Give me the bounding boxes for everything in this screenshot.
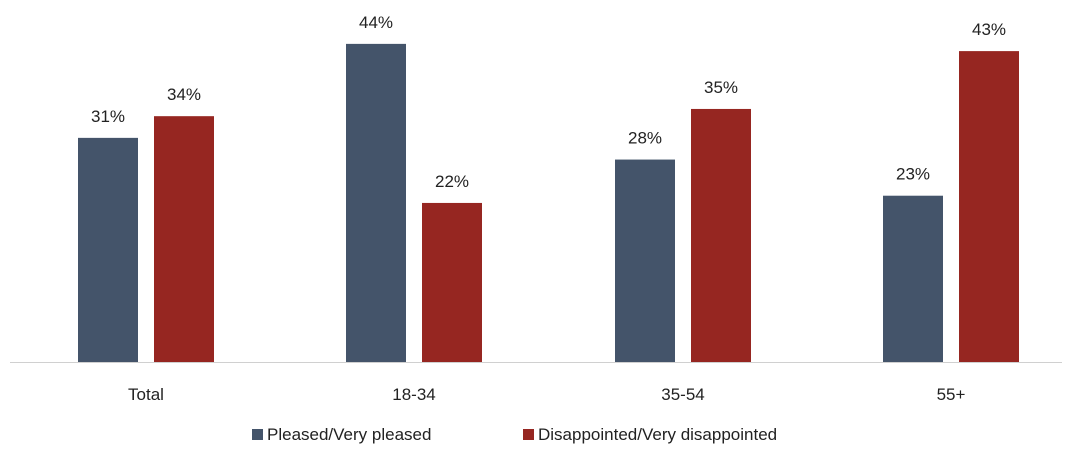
bar-pleased-0 — [78, 137, 138, 362]
data-label-pleased-1: 44% — [359, 13, 393, 32]
legend: Pleased/Very pleased Disappointed/Very di… — [252, 425, 777, 444]
x-tick-label-2: 35-54 — [661, 385, 704, 404]
data-label-disappointed-2: 35% — [704, 78, 738, 97]
bar-pleased-1 — [346, 43, 406, 362]
bars-layer — [78, 43, 1019, 363]
bar-pleased-3 — [883, 195, 943, 362]
bar-disappointed-2 — [691, 108, 751, 362]
data-label-pleased-0: 31% — [91, 107, 125, 126]
data-label-disappointed-0: 34% — [167, 85, 201, 104]
x-tick-label-0: Total — [128, 385, 164, 404]
legend-swatch-disappointed — [523, 429, 534, 440]
x-tick-label-3: 55+ — [937, 385, 966, 404]
legend-label-disappointed: Disappointed/Very disappointed — [538, 425, 777, 444]
x-tick-label-1: 18-34 — [392, 385, 435, 404]
legend-label-pleased: Pleased/Very pleased — [267, 425, 431, 444]
data-labels-layer: 31% 34% 44% 22% 28% 35% 23% 43% — [91, 13, 1006, 191]
legend-swatch-pleased — [252, 429, 263, 440]
bar-pleased-2 — [615, 159, 675, 362]
data-label-pleased-2: 28% — [628, 129, 662, 148]
bar-disappointed-1 — [422, 202, 482, 362]
data-label-disappointed-1: 22% — [435, 172, 469, 191]
data-label-disappointed-3: 43% — [972, 20, 1006, 39]
bar-disappointed-0 — [154, 116, 214, 363]
bar-disappointed-3 — [959, 51, 1019, 363]
x-tick-labels: Total 18-34 35-54 55+ — [128, 385, 965, 404]
data-label-pleased-3: 23% — [896, 165, 930, 184]
